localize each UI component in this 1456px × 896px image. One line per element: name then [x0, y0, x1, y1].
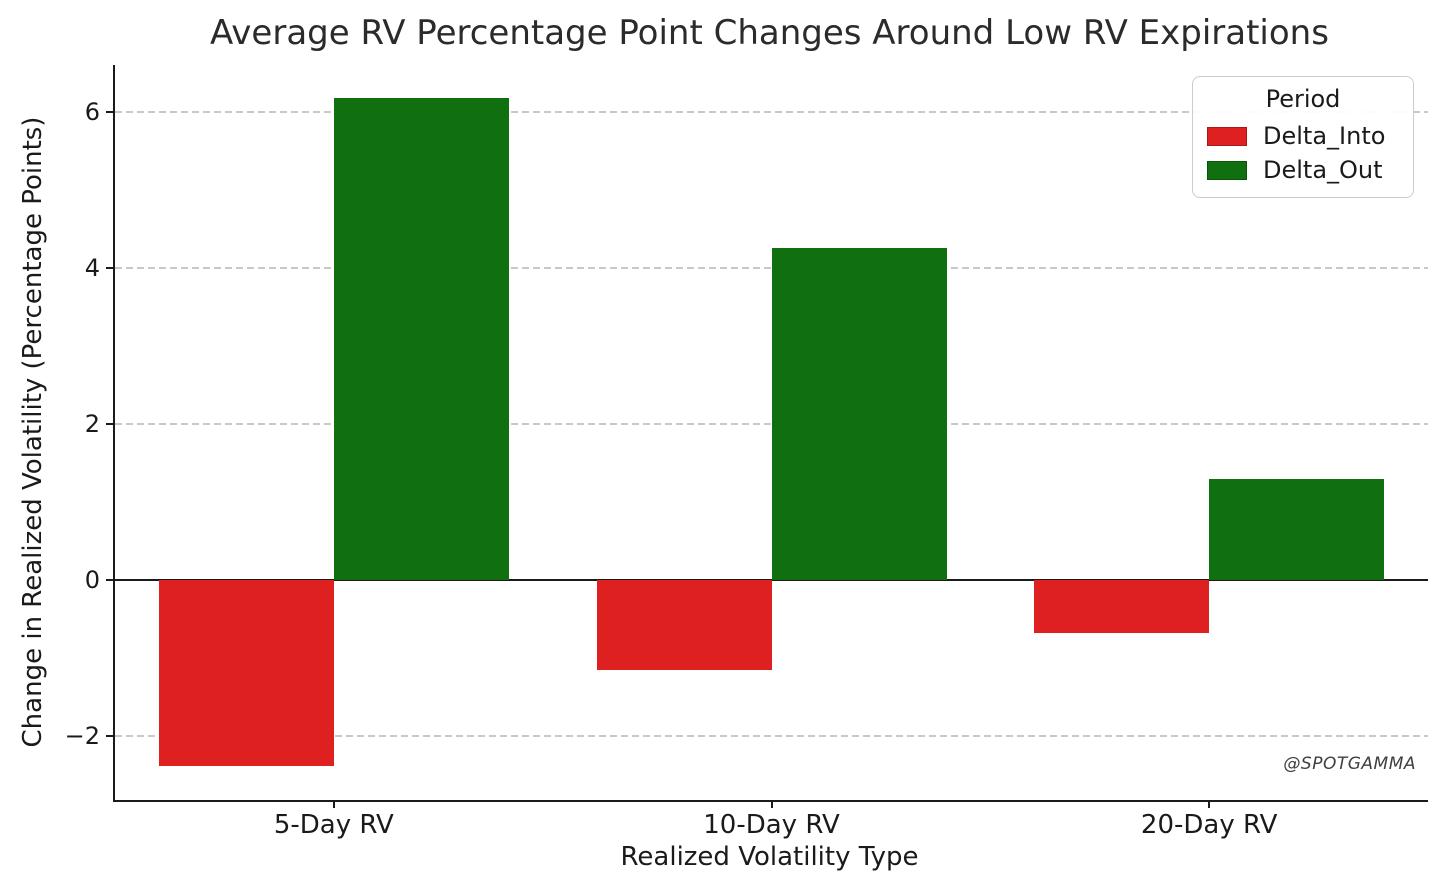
bar-delta-into-5-day-rv: [158, 580, 334, 766]
y-tick-0: [106, 579, 115, 581]
legend: Period Delta_Into Delta_Out: [1192, 76, 1414, 198]
legend-entry-delta-into: Delta_Into: [1205, 119, 1401, 153]
bar-delta-out-5-day-rv: [333, 97, 509, 580]
x-tick-20-day-rv: [1208, 800, 1211, 808]
legend-swatch-delta-out: [1207, 160, 1247, 180]
x-tick-label-10-day-rv: 10-Day RV: [703, 810, 840, 840]
bar-delta-out-10-day-rv: [771, 247, 947, 580]
y-tick-label--2: −2: [64, 722, 100, 750]
bar-delta-into-20-day-rv: [1034, 580, 1210, 634]
y-tick-6: [106, 111, 115, 113]
y-tick-label-4: 4: [84, 254, 100, 282]
gridline-y--2: [115, 735, 1428, 737]
legend-swatch-delta-into: [1207, 126, 1247, 146]
legend-label-delta-into: Delta_Into: [1263, 122, 1386, 150]
chart-title: Average RV Percentage Point Changes Arou…: [210, 13, 1329, 53]
plot-area: 6 4 2 0 −2 5-Day RV 10-Day RV 20-Day RV: [65, 65, 1428, 840]
y-tick-label-0: 0: [84, 566, 100, 594]
zero-line: [115, 579, 1428, 581]
y-tick-label-6: 6: [84, 98, 100, 126]
x-axis-label: Realized Volatility Type: [620, 842, 919, 872]
y-tick--2: [106, 735, 115, 737]
y-tick-4: [106, 267, 115, 269]
legend-title: Period: [1265, 85, 1341, 113]
legend-entry-delta-out: Delta_Out: [1205, 153, 1401, 187]
x-tick-10-day-rv: [770, 800, 773, 808]
y-tick-2: [106, 423, 115, 425]
bar-delta-into-10-day-rv: [596, 580, 772, 670]
gridline-y-6: [115, 111, 1428, 113]
watermark: @SPOTGAMMA: [1283, 754, 1416, 774]
x-tick-label-5-day-rv: 5-Day RV: [273, 810, 394, 840]
bar-delta-out-20-day-rv: [1209, 479, 1385, 580]
x-tick-label-20-day-rv: 20-Day RV: [1140, 810, 1278, 840]
y-tick-label-2: 2: [84, 410, 100, 438]
x-tick-5-day-rv: [332, 800, 335, 808]
legend-label-delta-out: Delta_Out: [1263, 156, 1383, 184]
